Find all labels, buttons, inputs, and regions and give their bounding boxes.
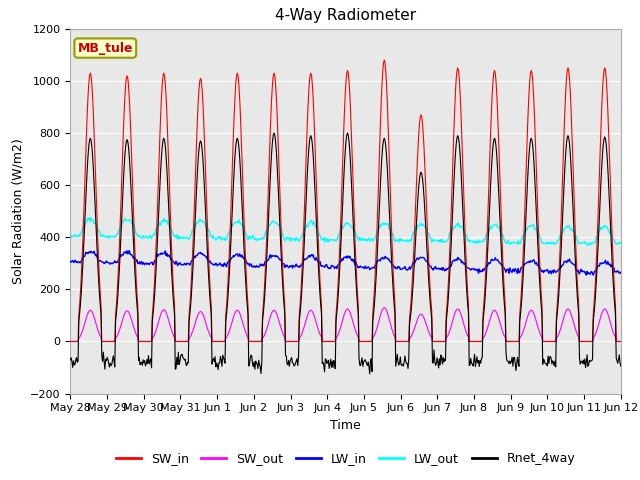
- Legend: SW_in, SW_out, LW_in, LW_out, Rnet_4way: SW_in, SW_out, LW_in, LW_out, Rnet_4way: [111, 447, 580, 470]
- Text: MB_tule: MB_tule: [77, 42, 133, 55]
- Title: 4-Way Radiometer: 4-Way Radiometer: [275, 9, 416, 24]
- X-axis label: Time: Time: [330, 419, 361, 432]
- Y-axis label: Solar Radiation (W/m2): Solar Radiation (W/m2): [12, 138, 24, 284]
